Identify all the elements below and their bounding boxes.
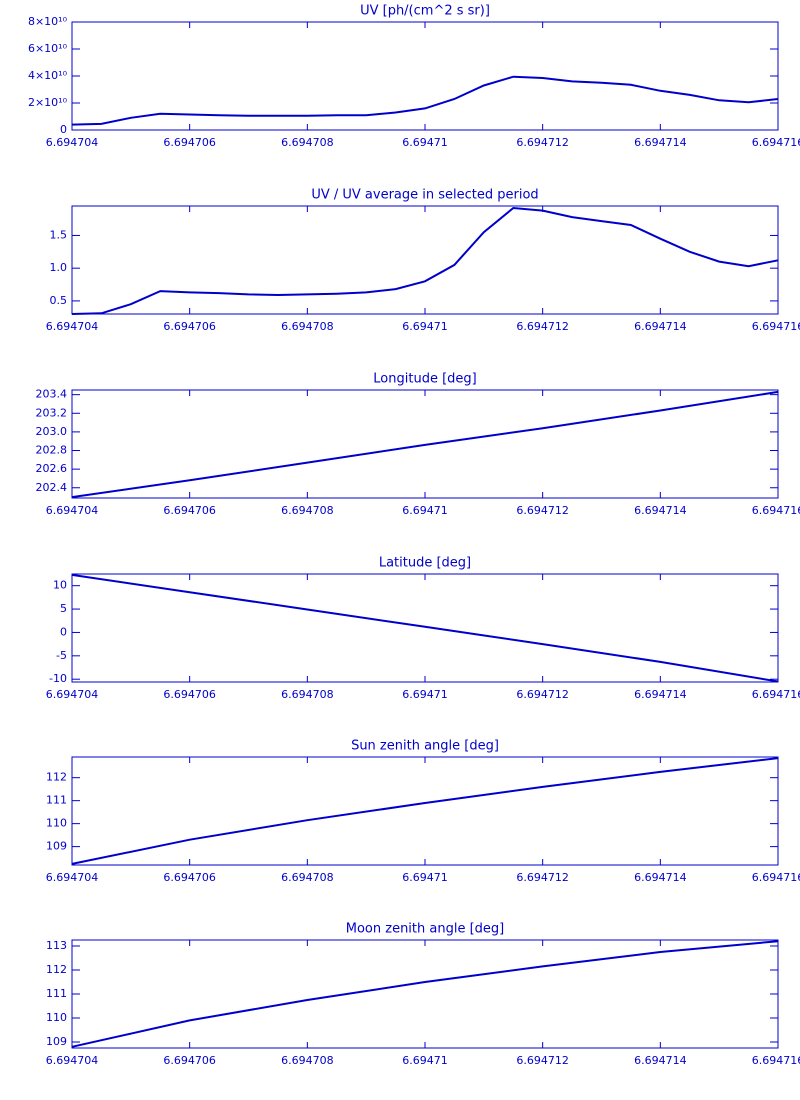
x-tick-label: 6.69471 xyxy=(402,136,448,149)
y-tick-label: 109 xyxy=(46,1035,67,1048)
y-tick-label: 6×10¹⁰ xyxy=(28,42,68,55)
data-line xyxy=(71,206,779,315)
x-tick-label: 6.69471 xyxy=(402,688,448,701)
x-tick-label: 6.694704 xyxy=(46,320,99,333)
y-tick-label: 5 xyxy=(60,602,67,615)
x-tick-label: 6.694706 xyxy=(163,320,216,333)
x-tick-label: 6.694708 xyxy=(281,688,334,701)
y-tick-label: -5 xyxy=(56,649,67,662)
x-tick-label: 6.694712 xyxy=(516,504,569,517)
x-tick-label: 6.694704 xyxy=(46,1054,99,1067)
x-tick-label: 6.694714 xyxy=(634,1054,687,1067)
data-line xyxy=(71,75,779,126)
x-tick-label: 6.69471 xyxy=(402,504,448,517)
panel-title: Latitude [deg] xyxy=(379,556,471,571)
y-tick-label: 4×10¹⁰ xyxy=(28,69,68,82)
panel-title: Longitude [deg] xyxy=(373,372,476,387)
data-line xyxy=(71,940,779,1048)
x-tick-label: 6.69471 xyxy=(402,1054,448,1067)
y-tick-label: 10 xyxy=(53,579,67,592)
x-tick-label: 6.694716 xyxy=(752,320,800,333)
x-tick-label: 6.694712 xyxy=(516,1054,569,1067)
y-tick-label: 110 xyxy=(46,817,67,830)
y-tick-label: 111 xyxy=(46,987,67,1000)
x-tick-label: 6.694712 xyxy=(516,320,569,333)
y-tick-label: 111 xyxy=(46,794,67,807)
plot-frame xyxy=(71,939,779,1049)
x-tick-label: 6.694706 xyxy=(163,504,216,517)
y-tick-label: -10 xyxy=(49,672,67,685)
y-tick-label: 113 xyxy=(46,939,67,952)
x-tick-label: 6.694716 xyxy=(752,871,800,884)
x-tick-label: 6.694714 xyxy=(634,871,687,884)
x-tick-label: 6.69471 xyxy=(402,871,448,884)
y-tick-label: 8×10¹⁰ xyxy=(28,15,68,28)
plot-frame xyxy=(71,205,779,315)
y-tick-label: 1.0 xyxy=(50,261,68,274)
x-tick-label: 6.694708 xyxy=(281,1054,334,1067)
x-tick-label: 6.694714 xyxy=(634,136,687,149)
data-line xyxy=(71,390,779,499)
x-tick-label: 6.694714 xyxy=(634,504,687,517)
y-tick-label: 203.0 xyxy=(36,425,68,438)
x-tick-label: 6.694716 xyxy=(752,136,800,149)
x-tick-label: 6.694708 xyxy=(281,871,334,884)
x-tick-label: 6.694714 xyxy=(634,320,687,333)
y-tick-label: 0 xyxy=(60,625,67,638)
x-tick-label: 6.694716 xyxy=(752,688,800,701)
y-tick-label: 0 xyxy=(60,123,67,136)
x-tick-label: 6.694714 xyxy=(634,688,687,701)
x-tick-label: 6.694706 xyxy=(163,688,216,701)
x-tick-label: 6.694704 xyxy=(46,504,99,517)
x-tick-label: 6.694712 xyxy=(516,136,569,149)
panel-title: Moon zenith angle [deg] xyxy=(346,922,504,937)
panel-title: Sun zenith angle [deg] xyxy=(351,739,499,754)
x-tick-label: 6.694704 xyxy=(46,136,99,149)
y-tick-label: 203.2 xyxy=(36,406,68,419)
y-tick-label: 202.8 xyxy=(36,444,68,457)
x-tick-label: 6.69471 xyxy=(402,320,448,333)
x-tick-label: 6.694704 xyxy=(46,688,99,701)
y-tick-label: 112 xyxy=(46,771,67,784)
panel-title: UV / UV average in selected period xyxy=(311,188,538,203)
y-tick-label: 202.6 xyxy=(36,462,68,475)
x-tick-label: 6.694708 xyxy=(281,504,334,517)
y-tick-label: 112 xyxy=(46,963,67,976)
x-tick-label: 6.694712 xyxy=(516,871,569,884)
x-tick-label: 6.694712 xyxy=(516,688,569,701)
y-tick-label: 109 xyxy=(46,840,67,853)
x-tick-label: 6.694708 xyxy=(281,320,334,333)
y-tick-label: 2×10¹⁰ xyxy=(28,96,68,109)
plot-frame xyxy=(71,756,779,866)
data-line xyxy=(71,757,779,865)
x-tick-label: 6.694708 xyxy=(281,136,334,149)
x-tick-label: 6.694706 xyxy=(163,1054,216,1067)
x-tick-label: 6.694704 xyxy=(46,871,99,884)
y-tick-label: 110 xyxy=(46,1011,67,1024)
x-tick-label: 6.694706 xyxy=(163,136,216,149)
y-tick-label: 1.5 xyxy=(50,228,68,241)
y-tick-label: 202.4 xyxy=(36,481,68,494)
x-tick-label: 6.694706 xyxy=(163,871,216,884)
y-tick-label: 203.4 xyxy=(36,388,68,401)
panel-title: UV [ph/(cm^2 s sr)] xyxy=(360,4,490,19)
y-tick-label: 0.5 xyxy=(50,294,68,307)
data-line xyxy=(71,573,779,683)
x-tick-label: 6.694716 xyxy=(752,504,800,517)
x-tick-label: 6.694716 xyxy=(752,1054,800,1067)
